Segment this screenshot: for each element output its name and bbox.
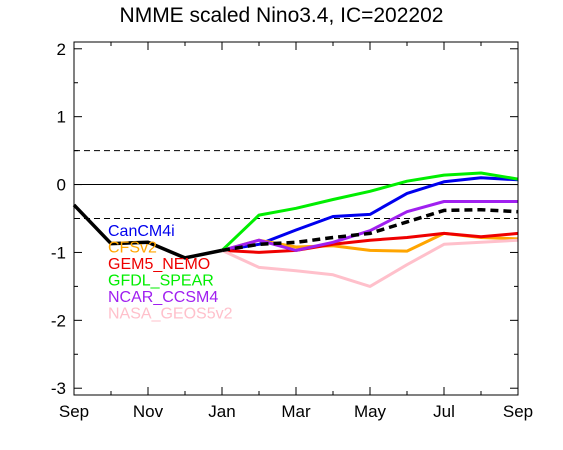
y-tick-label: -2 [51,311,66,330]
ensemble-mean-line [221,207,519,253]
y-tick-label: 1 [57,108,66,127]
x-tick-label: Nov [133,402,164,421]
chart-title: NMME scaled Nino3.4, IC=202202 [119,4,444,27]
x-tick-label: Jul [433,402,455,421]
x-tick-label: Sep [59,402,89,421]
x-tick-label: May [354,402,387,421]
series-line-gfdl-spear [220,171,519,252]
y-tick-label: 2 [57,40,66,59]
x-tick-label: Mar [281,402,311,421]
legend-label-cfsv2: CFSv2 [108,240,157,257]
legend-label-ncar-ccsm4: NCAR_CCSM4 [108,289,218,306]
legend-label-gfdl-spear: GFDL_SPEAR [108,273,214,290]
legend-label-cancm4i: CanCM4i [108,223,175,240]
series-line-nasa-geos5v2 [221,238,519,288]
x-tick-label: Sep [503,402,533,421]
y-tick-label: 0 [57,176,66,195]
series-line-cancm4i [221,176,519,252]
observed-line [72,203,223,260]
y-tick-label: -1 [51,243,66,262]
series-line-ncar-ccsm4 [221,200,518,252]
legend-label-gem5-nemo: GEM5_NEMO [108,256,210,273]
y-tick-label: -3 [51,379,66,398]
x-tick-label: Jan [208,402,235,421]
legend-label-nasa-geos5v2: NASA_GEOS5v2 [108,306,233,323]
series-line-gem5-nemo [221,231,519,254]
